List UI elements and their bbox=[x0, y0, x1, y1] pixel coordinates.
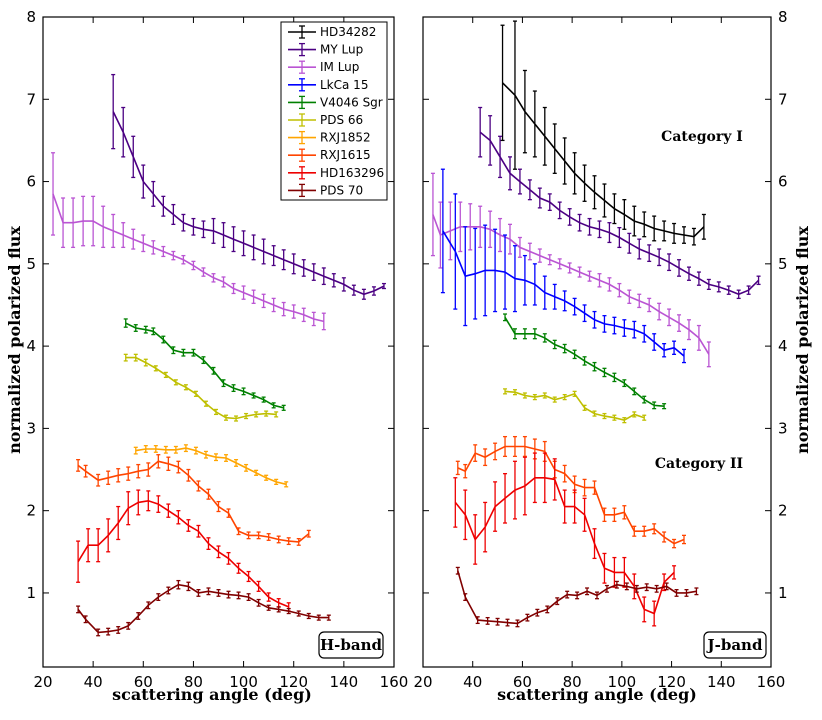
y-tick-label: 1 bbox=[26, 584, 36, 602]
xlabel-right: scattering angle (deg) bbox=[497, 685, 697, 704]
y-tick-label: 6 bbox=[778, 173, 788, 191]
panel-frame bbox=[422, 16, 772, 668]
x-tick-label: 20 bbox=[413, 673, 432, 691]
x-tick-label: 80 bbox=[184, 673, 203, 691]
series-line-im-lup bbox=[432, 214, 710, 355]
series-line-im-lup bbox=[52, 193, 324, 323]
y-tick-label: 4 bbox=[26, 337, 36, 355]
j-band-box bbox=[703, 631, 767, 659]
legend-label-im-lup: IM Lup bbox=[320, 60, 359, 74]
xlabel-left: scattering angle (deg) bbox=[112, 685, 312, 704]
legend-label-hd163296: HD163296 bbox=[320, 166, 384, 180]
y-tick-label: 5 bbox=[26, 255, 36, 273]
x-tick-label: 100 bbox=[229, 673, 258, 691]
x-tick-label: 100 bbox=[608, 673, 637, 691]
y-tick-label: 3 bbox=[26, 419, 36, 437]
series-line-rxj1852 bbox=[135, 447, 287, 486]
h-band-box bbox=[318, 631, 384, 659]
j-band-label: J-band bbox=[706, 636, 763, 654]
x-tick-label: 140 bbox=[707, 673, 736, 691]
legend-label-pds-70: PDS 70 bbox=[320, 183, 363, 197]
legend-label-rxj1852: RXJ1852 bbox=[320, 131, 371, 145]
x-tick-label: 160 bbox=[380, 673, 409, 691]
x-tick-label: 80 bbox=[563, 673, 582, 691]
x-tick-label: 140 bbox=[330, 673, 359, 691]
x-tick-label: 20 bbox=[33, 673, 52, 691]
panel-J-band: 20 40 60 80 100 120 140 160 1 2 3 4 5 6 7 8 bbox=[413, 8, 787, 691]
x-tick-label: 160 bbox=[757, 673, 786, 691]
series-line-lkca-15 bbox=[442, 230, 685, 357]
x-tick-label: 120 bbox=[657, 673, 686, 691]
y-tick-label: 8 bbox=[778, 8, 788, 26]
x-tick-label: 60 bbox=[513, 673, 532, 691]
x-tick-label: 60 bbox=[134, 673, 153, 691]
legend-label-my-lup: MY Lup bbox=[320, 43, 363, 57]
x-tick-label: 40 bbox=[84, 673, 103, 691]
series-line-hd34282 bbox=[501, 82, 705, 238]
plot-layer: 20 40 60 80 100 120 140 160 1 2 3 4 5 6 7 8 20 40 60 80 100 1… bbox=[26, 8, 787, 691]
ylabel-left: normalized polarized flux bbox=[5, 226, 24, 454]
legend-label-hd34282: HD34282 bbox=[320, 25, 376, 39]
y-tick-label: 2 bbox=[26, 502, 36, 520]
y-tick-label: 8 bbox=[26, 8, 36, 26]
category-ii-label: Category II bbox=[655, 456, 743, 472]
series-line-my-lup bbox=[479, 131, 760, 296]
series-line-my-lup bbox=[112, 111, 385, 296]
series-line-rxj1615 bbox=[457, 445, 685, 545]
h-band-label: H-band bbox=[320, 636, 383, 654]
ylabel-right: normalized polarized flux bbox=[793, 226, 812, 454]
series-line-hd163296 bbox=[77, 499, 290, 608]
y-tick-label: 5 bbox=[778, 255, 788, 273]
series-group bbox=[430, 20, 761, 628]
panel-frame bbox=[42, 16, 395, 668]
x-tick-label: 40 bbox=[463, 673, 482, 691]
y-tick-label: 7 bbox=[26, 90, 36, 108]
legend-label-rxj1615: RXJ1615 bbox=[320, 148, 371, 162]
y-tick-label: 7 bbox=[778, 90, 788, 108]
y-tick-label: 2 bbox=[778, 502, 788, 520]
y-tick-label: 6 bbox=[26, 173, 36, 191]
y-tick-label: 1 bbox=[778, 584, 788, 602]
panel-H-band: 20 40 60 80 100 120 140 160 1 2 3 4 5 6 7 8 bbox=[26, 8, 408, 691]
legend: HD34282 MY Lup IM Lup LkCa 15 V4046 Sgr PDS 6… bbox=[280, 21, 388, 201]
series-line-pds-70 bbox=[77, 583, 329, 634]
series-group bbox=[51, 73, 386, 637]
legend-label-v4046-sgr: V4046 Sgr bbox=[320, 95, 383, 109]
y-tick-label: 4 bbox=[778, 337, 788, 355]
y-tick-label: 3 bbox=[778, 419, 788, 437]
legend-box bbox=[280, 21, 388, 201]
category-i-label: Category I bbox=[661, 129, 743, 145]
legend-label-pds-66: PDS 66 bbox=[320, 113, 363, 127]
series-line-pds-66 bbox=[125, 356, 277, 420]
series-line-rxj1615 bbox=[77, 460, 310, 543]
legend-label-lkca-15: LkCa 15 bbox=[320, 78, 368, 92]
x-tick-label: 120 bbox=[279, 673, 308, 691]
